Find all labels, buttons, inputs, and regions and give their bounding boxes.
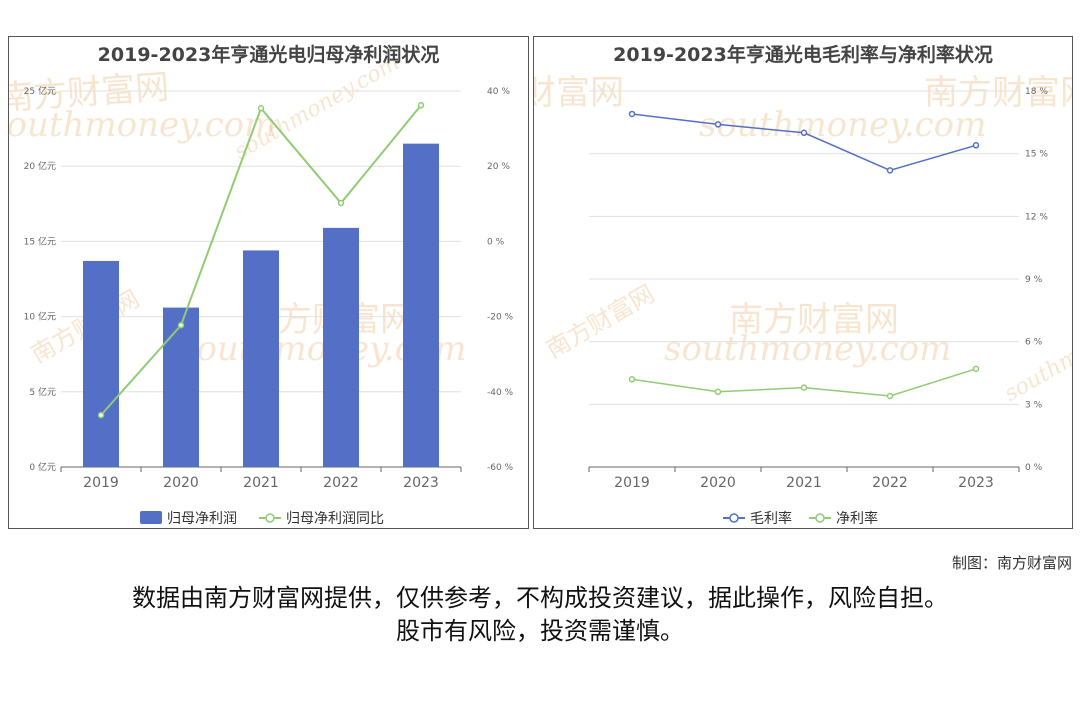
y-tick-label-left: 10 亿元 — [24, 311, 56, 323]
y-tick-label-left: 20 亿元 — [24, 160, 56, 172]
data-point-yoy — [257, 105, 265, 112]
legend-label: 净利率 — [836, 510, 878, 527]
chart-panel-net-profit: 南方财富网 southmoney.com 南方财富网 southmoney.co… — [8, 36, 529, 529]
y-tick-label-right: 0 % — [487, 237, 505, 247]
bar — [163, 307, 199, 467]
data-point — [800, 384, 808, 391]
legend-label: 归母净利润同比 — [286, 510, 384, 527]
y-tick-label-right: -20 % — [487, 313, 514, 323]
data-point — [972, 142, 980, 149]
x-tick-label: 2023 — [403, 475, 439, 491]
y-tick-label-right: 18 % — [1025, 87, 1048, 97]
x-tick-label: 2022 — [872, 475, 908, 491]
x-tick-label: 2019 — [83, 475, 119, 491]
bar — [403, 143, 439, 467]
y-tick-label-right: 0 % — [1025, 463, 1043, 473]
bar — [83, 260, 119, 467]
y-tick-label-right: -40 % — [487, 388, 514, 398]
y-tick-label-right: 9 % — [1025, 275, 1043, 285]
x-tick-label: 2021 — [243, 475, 279, 491]
data-point-yoy — [97, 411, 105, 419]
data-point — [714, 388, 722, 396]
legend-label: 毛利率 — [750, 510, 792, 527]
y-tick-label-left: 0 亿元 — [29, 461, 56, 473]
data-point — [886, 392, 894, 400]
data-point-yoy — [417, 102, 425, 109]
x-tick-label: 2022 — [323, 475, 359, 491]
legend-swatch-marker — [729, 513, 739, 523]
chart-credit: 制图：南方财富网 — [951, 554, 1072, 572]
legend-swatch-marker — [815, 513, 825, 523]
x-tick-label: 2023 — [958, 475, 994, 491]
data-point — [886, 167, 894, 174]
data-point-yoy — [177, 321, 185, 329]
x-tick-label: 2021 — [786, 475, 822, 491]
legend-swatch-bar — [140, 511, 162, 524]
bar — [323, 227, 359, 467]
chart-panel-margins: 南方财富网 southmoney.com 南方财富网 南方财富网 southmo… — [533, 36, 1073, 529]
chart-title: 2019-2023年亨通光电毛利率与净利率状况 — [613, 44, 993, 66]
y-tick-label-left: 5 亿元 — [29, 386, 56, 398]
legend-label: 归母净利润 — [167, 510, 237, 527]
data-point-yoy — [337, 199, 345, 207]
data-point — [800, 129, 808, 137]
margins-chart-svg: 0 % 3 % 6 % 9 % 12 % 15 % 18 % 2019 2020 2021 2022… — [588, 87, 1048, 527]
disclaimer-line: 数据由南方财富网提供，仅供参考，不构成投资建议，据此操作，风险自担。 — [132, 584, 948, 612]
y-tick-label-right: 3 % — [1025, 400, 1043, 410]
y-tick-label-right: 40 % — [487, 87, 510, 97]
disclaimer: 数据由南方财富网提供，仅供参考，不构成投资建议，据此操作，风险自担。 股市有风险… — [0, 582, 1080, 648]
y-tick-label-right: -60 % — [487, 463, 514, 473]
x-tick-label: 2019 — [614, 475, 650, 491]
data-point — [628, 376, 636, 383]
series-line-gross-margin — [631, 113, 977, 172]
bar — [243, 250, 279, 467]
disclaimer-line: 股市有风险，投资需谨慎。 — [396, 617, 684, 645]
x-tick-label: 2020 — [700, 475, 736, 491]
y-tick-label-right: 15 % — [1025, 150, 1048, 160]
legend-swatch-marker — [265, 513, 275, 523]
data-point — [714, 121, 722, 128]
y-tick-label-right: 12 % — [1025, 212, 1048, 222]
net-profit-chart-svg: 0 亿元 -60 % 5 亿元 -40 % 10 亿元 -20 % 15 亿元 0 % 20 亿… — [24, 85, 514, 527]
y-tick-label-left: 25 亿元 — [24, 85, 56, 97]
chart-title: 2019-2023年亨通光电归母净利润状况 — [97, 44, 440, 66]
y-tick-label-right: 6 % — [1025, 338, 1043, 348]
y-tick-label-left: 15 亿元 — [24, 235, 56, 247]
data-point — [972, 365, 980, 373]
y-tick-label-right: 20 % — [487, 162, 510, 172]
x-tick-label: 2020 — [163, 475, 199, 491]
series-line-net-margin — [631, 368, 977, 397]
data-point — [628, 110, 636, 118]
